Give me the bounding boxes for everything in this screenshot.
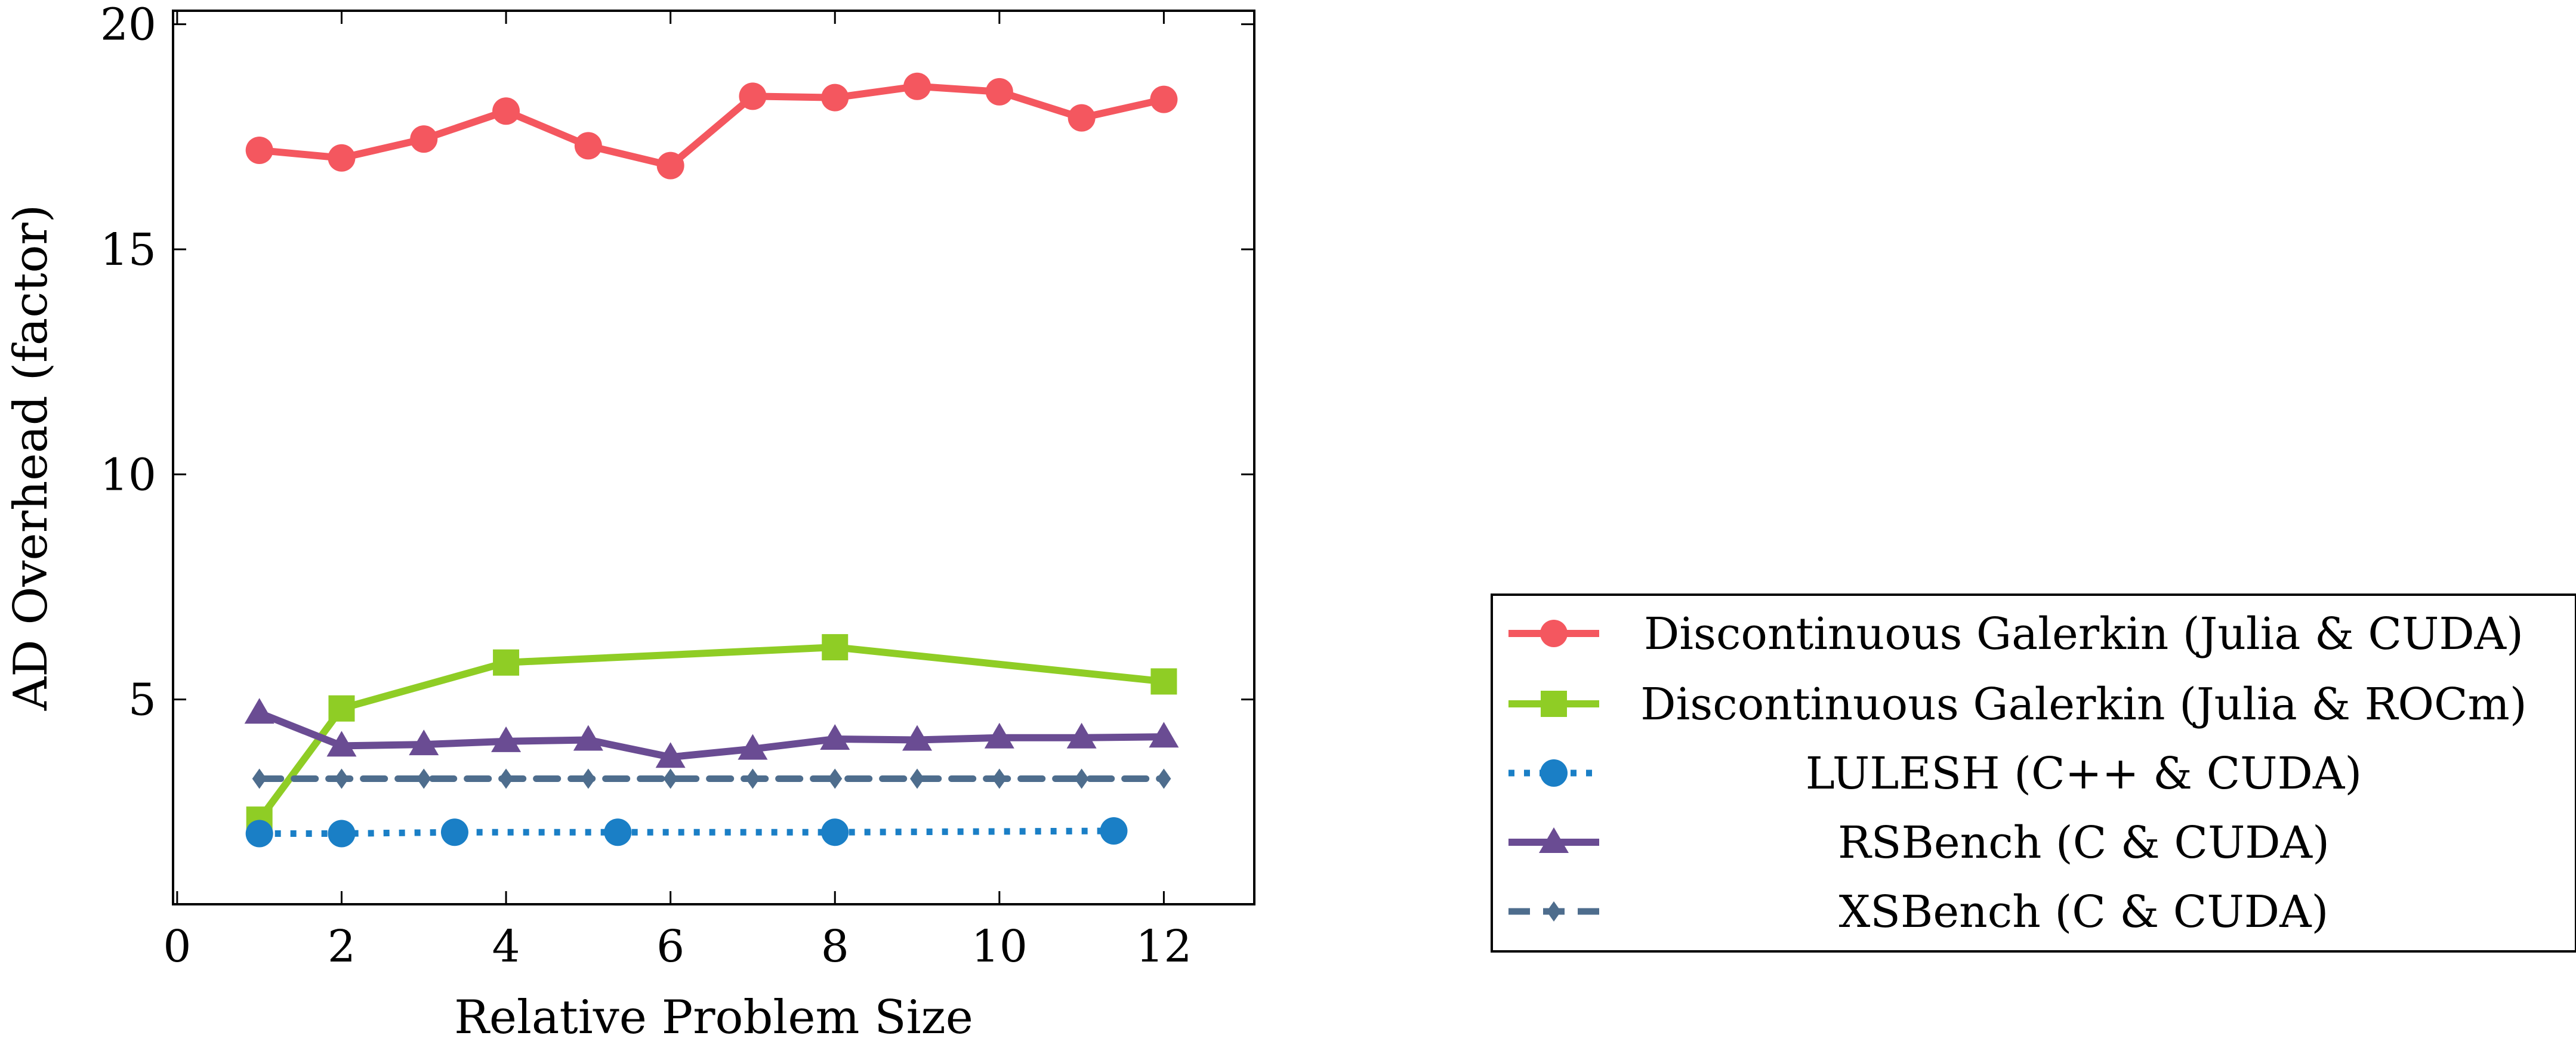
series-5-point (1156, 768, 1171, 789)
series-3-point (440, 818, 468, 846)
legend-label: RSBench (C & CUDA) (1838, 817, 2330, 868)
series-5-point (334, 768, 349, 789)
y-tick-label: 10 (100, 449, 156, 500)
series-5-point (745, 768, 760, 789)
x-tick-label: 10 (971, 921, 1028, 972)
series-3-point (821, 818, 849, 846)
ticks-layer: 0 2 4 6 8 10 12 5 10 15 20 (100, 0, 1254, 972)
series-1-point (739, 82, 767, 110)
series-3-point (604, 818, 632, 846)
x-tick-label: 8 (821, 921, 849, 972)
series-1-point (903, 72, 931, 100)
legend-marker (1539, 827, 1569, 853)
series-4-point (655, 742, 686, 768)
series-5-point (1074, 768, 1089, 789)
x-axis-label: Relative Problem Size (454, 991, 973, 1044)
series-4-point (1149, 722, 1179, 748)
legend-box (1491, 593, 2576, 953)
legend-item: Discontinuous Galerkin (Julia & CUDA) (1508, 608, 2523, 660)
series-1-point (245, 136, 273, 164)
series-5-point (581, 768, 596, 789)
series-1-point (1150, 85, 1178, 113)
series-4 (244, 698, 1179, 768)
x-tick-label: 0 (163, 921, 191, 972)
series-1-line (255, 82, 1168, 169)
series-3 (245, 817, 1128, 848)
series-5-point (828, 768, 843, 789)
series-3-line (259, 827, 1114, 837)
legend-marker (1540, 759, 1568, 787)
series-layer (244, 72, 1179, 848)
legend-marker (1541, 691, 1567, 717)
series-1-point (574, 132, 602, 160)
series-1-point (328, 144, 356, 172)
legend-label: LULESH (C++ & CUDA) (1806, 748, 2362, 799)
y-axis-label: AD Overhead (factor) (4, 205, 58, 711)
legend-item: LULESH (C++ & CUDA) (1508, 748, 2362, 799)
series-5-point (992, 768, 1007, 789)
x-tick-label: 4 (492, 921, 520, 972)
legend-item: Discontinuous Galerkin (Julia & ROCm) (1508, 679, 2527, 730)
series-4-point (573, 725, 603, 751)
series-4-point (409, 729, 439, 756)
series-5-point (910, 768, 925, 789)
series-2 (246, 634, 1177, 833)
series-4-line (255, 709, 1168, 761)
series-1-point (492, 97, 520, 125)
series-4-point (326, 731, 357, 757)
series-4-point (738, 734, 768, 760)
series-1-point (410, 125, 438, 153)
legend-item: RSBench (C & CUDA) (1508, 817, 2330, 868)
x-tick-label: 6 (656, 921, 684, 972)
series-1-point (656, 152, 684, 180)
series-1-point (1068, 104, 1096, 132)
series-2-point (493, 649, 520, 676)
legend-label: Discontinuous Galerkin (Julia & CUDA) (1644, 608, 2523, 660)
series-4-point (491, 726, 522, 752)
series-5-point (417, 768, 431, 789)
series-3-point (245, 820, 273, 848)
series-4-point (820, 724, 850, 750)
series-5 (252, 768, 1171, 789)
legend-label: Discontinuous Galerkin (Julia & ROCm) (1640, 679, 2526, 730)
series-1-point (821, 84, 849, 112)
x-tick-label: 2 (328, 921, 356, 972)
series-1-point (985, 78, 1013, 106)
series-4-point (1066, 722, 1097, 749)
series-5-point (499, 768, 514, 789)
legend: Discontinuous Galerkin (Julia & CUDA) Dis… (1491, 593, 2576, 953)
series-3-point (328, 820, 356, 848)
plot-frame (172, 10, 1255, 905)
series-4-point (902, 725, 933, 751)
series-5-point (252, 768, 267, 789)
series-5-point (663, 768, 678, 789)
x-tick-label: 12 (1136, 921, 1192, 972)
series-1 (245, 72, 1178, 180)
series-2-point (1150, 668, 1177, 695)
legend-marker (1540, 620, 1568, 647)
series-2-point (822, 634, 849, 661)
series-4-point (984, 722, 1014, 749)
y-tick-label: 5 (128, 675, 156, 726)
legend-label: XSBench (C & CUDA) (1839, 886, 2329, 938)
legend-marker (1547, 901, 1561, 922)
y-tick-label: 15 (100, 224, 156, 276)
series-4-point (244, 698, 274, 724)
legend-item: XSBench (C & CUDA) (1508, 886, 2328, 938)
y-tick-label: 20 (100, 0, 156, 51)
series-3-point (1100, 817, 1128, 845)
series-2-point (328, 695, 355, 722)
